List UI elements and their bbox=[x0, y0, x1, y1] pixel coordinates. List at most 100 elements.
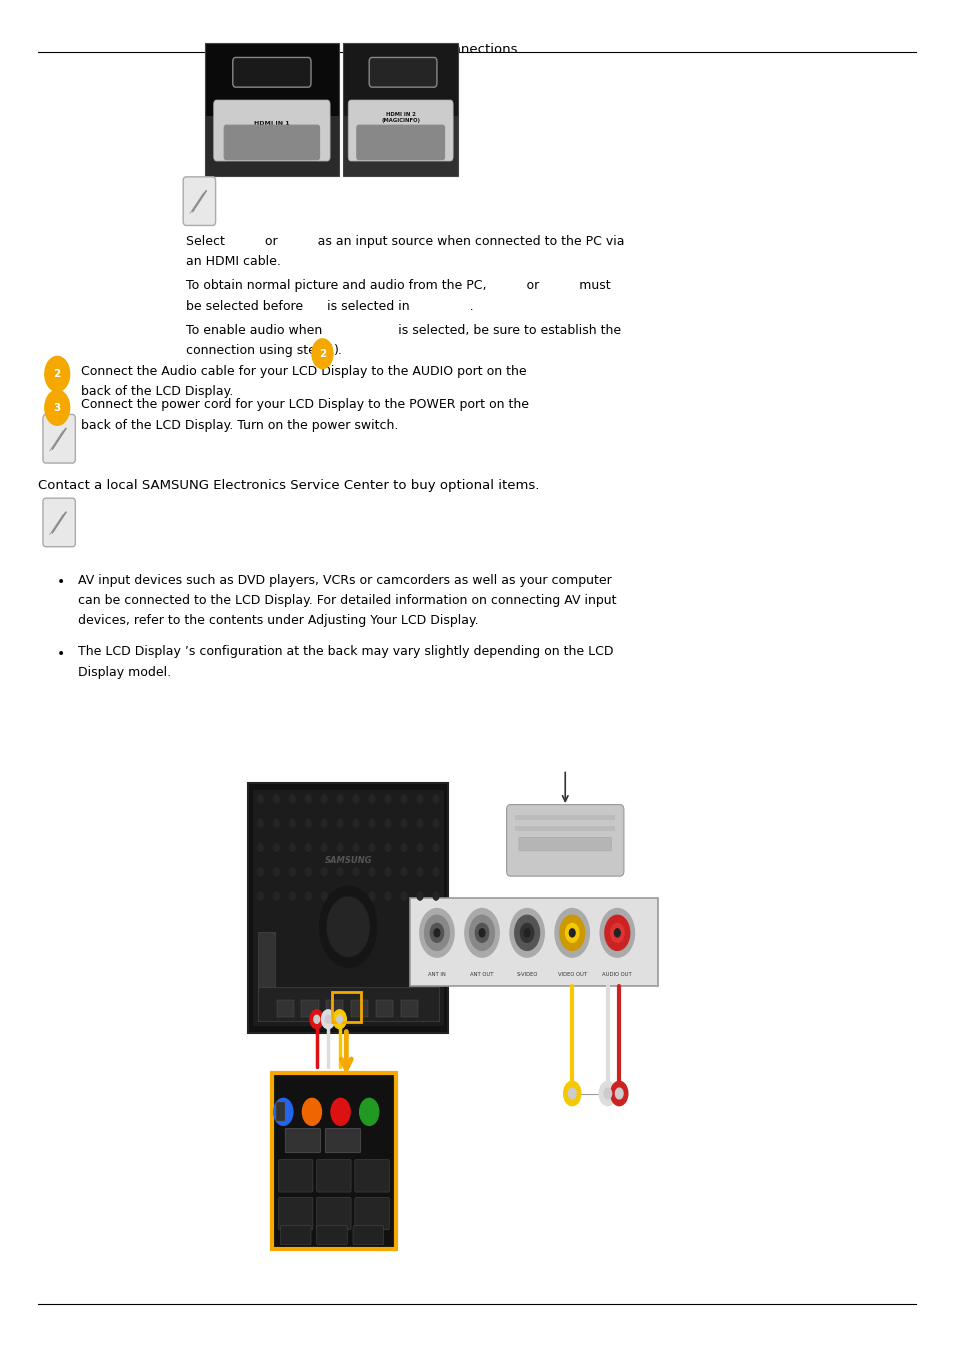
Circle shape bbox=[433, 844, 438, 852]
Text: an HDMI cable.: an HDMI cable. bbox=[186, 255, 280, 269]
Circle shape bbox=[604, 915, 629, 950]
Circle shape bbox=[598, 1081, 616, 1106]
Bar bbox=[205, 116, 338, 176]
Circle shape bbox=[599, 909, 634, 957]
Bar bbox=[248, 783, 448, 1033]
Text: AUDIO OUT: AUDIO OUT bbox=[601, 972, 632, 977]
Circle shape bbox=[289, 819, 294, 828]
Circle shape bbox=[289, 868, 294, 876]
Circle shape bbox=[274, 795, 279, 803]
FancyBboxPatch shape bbox=[316, 1226, 347, 1245]
Bar bbox=[253, 790, 443, 1026]
Circle shape bbox=[433, 819, 438, 828]
Circle shape bbox=[419, 909, 454, 957]
Circle shape bbox=[331, 1099, 350, 1126]
Circle shape bbox=[305, 795, 311, 803]
Circle shape bbox=[385, 868, 391, 876]
Circle shape bbox=[401, 844, 407, 852]
Bar bbox=[301, 1000, 318, 1017]
Bar bbox=[343, 116, 457, 176]
Circle shape bbox=[353, 892, 358, 900]
FancyBboxPatch shape bbox=[224, 126, 319, 159]
FancyBboxPatch shape bbox=[325, 1129, 360, 1153]
Circle shape bbox=[416, 868, 422, 876]
Bar bbox=[276, 1000, 294, 1017]
Text: devices, refer to the contents under Adjusting Your LCD Display.: devices, refer to the contents under Adj… bbox=[78, 614, 478, 628]
Circle shape bbox=[478, 929, 484, 937]
Circle shape bbox=[401, 819, 407, 828]
Circle shape bbox=[257, 892, 263, 900]
Circle shape bbox=[385, 892, 391, 900]
FancyBboxPatch shape bbox=[348, 100, 453, 161]
Circle shape bbox=[464, 909, 498, 957]
Bar bbox=[332, 992, 360, 1022]
FancyBboxPatch shape bbox=[316, 1160, 351, 1192]
Bar bbox=[257, 931, 274, 991]
Circle shape bbox=[359, 1099, 378, 1126]
Circle shape bbox=[274, 892, 279, 900]
Circle shape bbox=[353, 844, 358, 852]
Circle shape bbox=[289, 892, 294, 900]
Bar bbox=[275, 1102, 285, 1120]
Circle shape bbox=[310, 1010, 323, 1029]
Circle shape bbox=[321, 1010, 335, 1029]
Circle shape bbox=[336, 1015, 342, 1023]
Text: SAMSUNG: SAMSUNG bbox=[324, 856, 372, 865]
Circle shape bbox=[321, 819, 327, 828]
FancyBboxPatch shape bbox=[43, 414, 75, 463]
Circle shape bbox=[424, 915, 449, 950]
FancyBboxPatch shape bbox=[518, 837, 611, 850]
Circle shape bbox=[289, 795, 294, 803]
Circle shape bbox=[510, 909, 544, 957]
Circle shape bbox=[369, 844, 375, 852]
Circle shape bbox=[321, 892, 327, 900]
Circle shape bbox=[321, 795, 327, 803]
Circle shape bbox=[337, 844, 343, 852]
Text: can be connected to the LCD Display. For detailed information on connecting AV i: can be connected to the LCD Display. For… bbox=[78, 594, 616, 608]
Text: HDMI IN 1: HDMI IN 1 bbox=[253, 122, 290, 127]
Circle shape bbox=[416, 819, 422, 828]
Circle shape bbox=[325, 1015, 331, 1023]
Text: To obtain normal picture and audio from the PC,          or          must: To obtain normal picture and audio from … bbox=[186, 279, 610, 293]
Circle shape bbox=[369, 892, 375, 900]
Circle shape bbox=[515, 915, 539, 950]
Circle shape bbox=[401, 868, 407, 876]
Circle shape bbox=[353, 868, 358, 876]
Text: ).: ). bbox=[334, 344, 342, 358]
Circle shape bbox=[274, 868, 279, 876]
Circle shape bbox=[45, 356, 70, 392]
Text: Connect the Audio cable for your LCD Display to the AUDIO port on the: Connect the Audio cable for your LCD Dis… bbox=[81, 364, 526, 378]
Bar bbox=[400, 1000, 417, 1017]
Circle shape bbox=[385, 844, 391, 852]
Bar bbox=[257, 987, 438, 1021]
Circle shape bbox=[337, 819, 343, 828]
Circle shape bbox=[369, 795, 375, 803]
Circle shape bbox=[337, 795, 343, 803]
FancyBboxPatch shape bbox=[353, 1226, 383, 1245]
Circle shape bbox=[385, 795, 391, 803]
Circle shape bbox=[520, 923, 534, 942]
FancyBboxPatch shape bbox=[278, 1197, 313, 1230]
FancyBboxPatch shape bbox=[43, 498, 75, 547]
Circle shape bbox=[369, 868, 375, 876]
Circle shape bbox=[569, 929, 575, 937]
Circle shape bbox=[327, 898, 369, 956]
Bar bbox=[515, 826, 615, 832]
FancyBboxPatch shape bbox=[356, 126, 444, 159]
Circle shape bbox=[257, 819, 263, 828]
Circle shape bbox=[305, 868, 311, 876]
Circle shape bbox=[433, 868, 438, 876]
Text: The LCD Display ’s configuration at the back may vary slightly depending on the : The LCD Display ’s configuration at the … bbox=[78, 645, 613, 659]
Circle shape bbox=[314, 1015, 319, 1023]
Circle shape bbox=[274, 1099, 293, 1126]
FancyBboxPatch shape bbox=[285, 1129, 320, 1153]
Bar bbox=[351, 1000, 368, 1017]
Circle shape bbox=[615, 1088, 622, 1099]
Circle shape bbox=[257, 795, 263, 803]
Text: •: • bbox=[57, 647, 66, 660]
Text: be selected before      is selected in               .: be selected before is selected in . bbox=[186, 300, 473, 313]
Text: Connect the power cord for your LCD Display to the POWER port on the: Connect the power cord for your LCD Disp… bbox=[81, 398, 529, 412]
Circle shape bbox=[385, 819, 391, 828]
Text: Display model.: Display model. bbox=[78, 666, 172, 679]
FancyBboxPatch shape bbox=[280, 1226, 311, 1245]
